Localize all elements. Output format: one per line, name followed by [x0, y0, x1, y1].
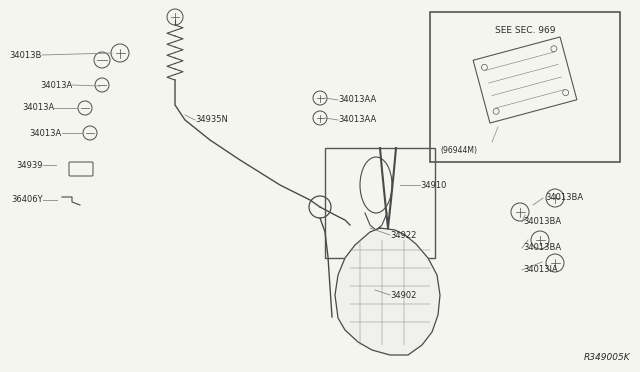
Text: 34013A: 34013A: [23, 103, 55, 112]
Text: 36406Y: 36406Y: [12, 196, 43, 205]
Text: 34939: 34939: [17, 160, 43, 170]
Text: 34013AA: 34013AA: [338, 96, 376, 105]
Text: 34013B: 34013B: [10, 51, 42, 60]
Text: 34935N: 34935N: [195, 115, 228, 125]
Text: 34902: 34902: [390, 291, 417, 299]
Text: SEE SEC. 969: SEE SEC. 969: [495, 26, 556, 35]
Text: 34013BA: 34013BA: [523, 244, 561, 253]
Text: 34910: 34910: [420, 180, 446, 189]
Text: (96944M): (96944M): [440, 146, 477, 155]
Text: 34013BA: 34013BA: [523, 218, 561, 227]
Polygon shape: [335, 228, 440, 355]
Text: 34922: 34922: [390, 231, 417, 240]
Bar: [430, 12, 620, 162]
Text: 34013A: 34013A: [41, 80, 73, 90]
Text: 34013IA: 34013IA: [523, 266, 557, 275]
Bar: [325, 148, 435, 258]
Text: 34013BA: 34013BA: [545, 193, 583, 202]
Text: R349005K: R349005K: [584, 353, 630, 362]
Text: 34013A: 34013A: [29, 128, 62, 138]
Text: 34013AA: 34013AA: [338, 115, 376, 125]
